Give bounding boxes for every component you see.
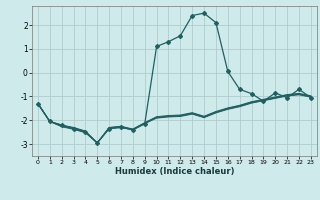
X-axis label: Humidex (Indice chaleur): Humidex (Indice chaleur) (115, 167, 234, 176)
